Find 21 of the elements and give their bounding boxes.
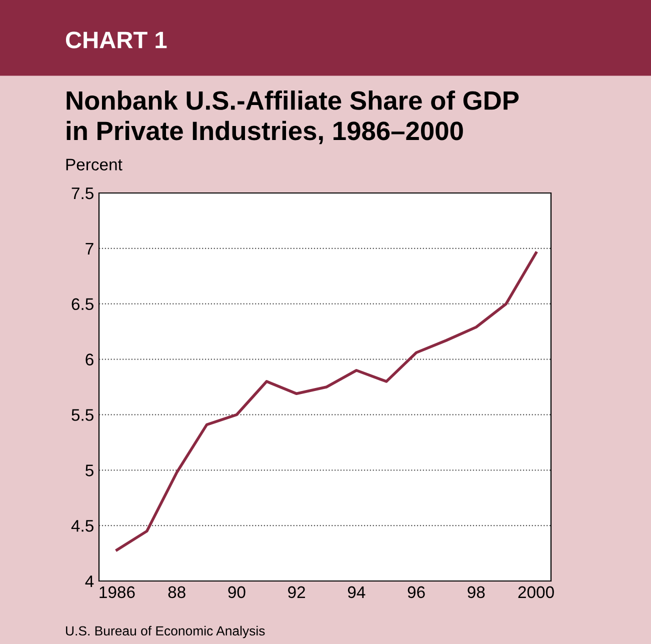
y-tick-label: 7	[86, 243, 94, 254]
y-tick-label: 7.5	[72, 188, 94, 200]
y-tick-label: 4	[85, 576, 94, 588]
x-tick-label: 98	[468, 586, 485, 598]
x-tick-label: 1986	[100, 586, 135, 598]
x-tick-label: 2000	[518, 586, 554, 598]
y-tick-label: 4.5	[71, 520, 94, 532]
caption: CHART 1	[66, 32, 167, 48]
x-tick-label: 92	[288, 586, 305, 598]
x-tick-label: 96	[408, 586, 425, 598]
y-axis-title: Percent	[66, 158, 122, 170]
y-tick-label: 5	[86, 464, 94, 476]
x-tick-label: 88	[168, 586, 186, 598]
y-tick-label: 6.5	[72, 298, 94, 310]
x-tick-label: 90	[228, 586, 246, 598]
line-series	[116, 251, 538, 552]
chart-title: Nonbank U.S.-Affiliate Share of GDP in Private Industries, 1986–2000	[66, 90, 519, 144]
text: U.S. Bureau of Economic Analysis	[66, 626, 265, 638]
y-tick-label: 6	[86, 354, 94, 366]
x-tick-label: 94	[348, 586, 366, 598]
y-tick-label: 5.5	[72, 409, 94, 421]
